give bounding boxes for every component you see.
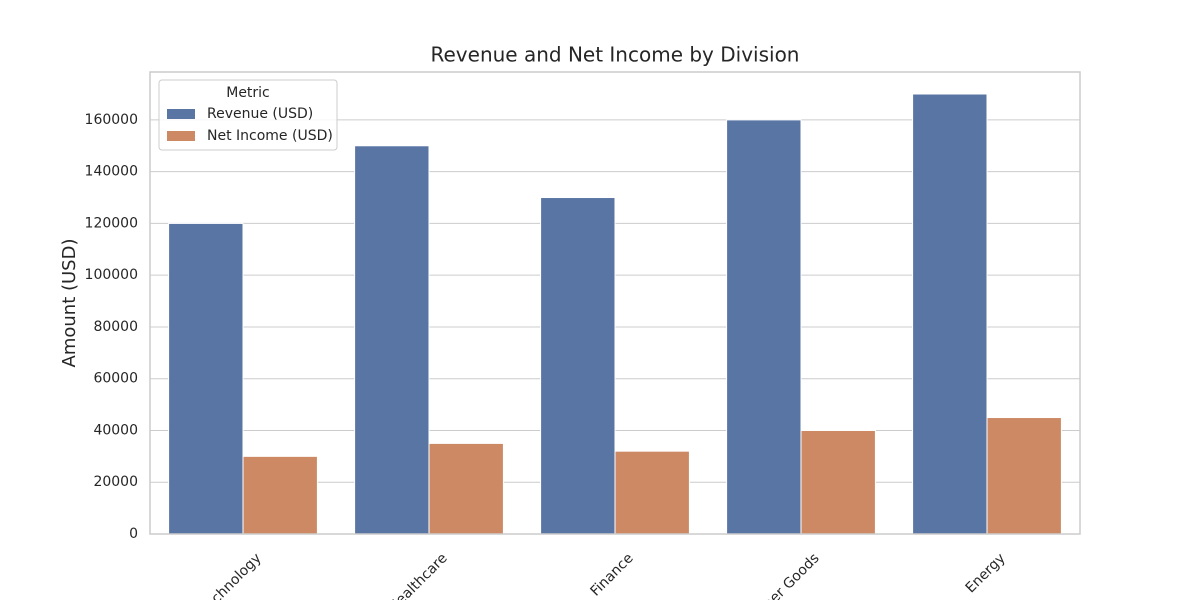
legend-box [158,79,338,151]
y-axis-label: Amount (USD) [59,239,80,368]
bar [912,93,988,535]
legend-label: Net Income (USD) [207,128,333,144]
bar [540,197,616,535]
y-tick-label: 40000 [93,422,138,438]
x-tick-label: Consumer Goods [726,550,822,600]
plot-frame [149,71,1081,535]
legend-swatch [167,109,195,119]
y-tick-label: 20000 [93,474,138,490]
bar [168,222,244,535]
legend-swatch [167,131,195,141]
y-tick-label: 140000 [85,164,138,180]
chart-title: Revenue and Net Income by Division [431,43,800,67]
x-tick-label: Energy [963,550,1009,596]
x-tick-label: Technology [197,550,264,600]
bar [614,450,690,535]
y-tick-label: 60000 [93,371,138,387]
y-tick-label: 120000 [85,215,138,231]
x-tick-label: Finance [587,550,636,599]
bar [354,145,430,535]
y-tick-label: 0 [129,526,138,542]
y-tick-label: 160000 [85,112,138,128]
bar [242,455,318,535]
bar [986,417,1062,535]
legend-label: Revenue (USD) [207,106,313,122]
y-tick-label: 100000 [85,267,138,283]
bar [800,429,876,535]
bar [726,119,802,535]
x-tick-label: Healthcare [385,550,450,600]
bar [428,442,504,535]
legend-title: Metric [226,85,270,101]
y-tick-label: 80000 [93,319,138,335]
